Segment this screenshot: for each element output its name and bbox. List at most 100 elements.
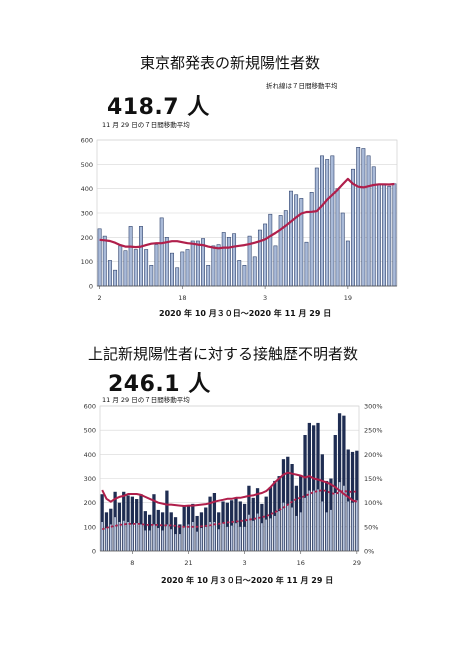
chart2-y2-tick-label: 200% (364, 451, 383, 459)
chart2-total-bar (273, 480, 277, 551)
chart2-unknown-bar (295, 515, 298, 551)
chart2-unknown-bar (347, 501, 350, 551)
chart2-y2-tick-label: 100% (364, 499, 383, 507)
chart2-unknown-bar (196, 531, 198, 551)
chart1-bar (164, 237, 169, 287)
chart2-unknown-bar (153, 524, 155, 551)
chart1-bar (232, 233, 237, 287)
chart2-unknown-bar (351, 502, 354, 551)
chart1-y-tick-label: 500 (81, 161, 93, 169)
chart2-x-tick-label: 3 (243, 559, 247, 567)
chart2-unknown-bar (252, 520, 255, 551)
chart2-unknown-bar (334, 493, 337, 551)
chart2-unknown-bar (243, 526, 246, 551)
chart2-total-bar (316, 422, 320, 551)
chart2-unknown-bar (338, 482, 341, 551)
chart2-y-tick-label: 600 (84, 403, 96, 411)
chart2-unknown-bar (105, 528, 108, 551)
chart1-bar (283, 210, 288, 287)
chart1-bar (294, 194, 299, 287)
chart1-bar (113, 269, 118, 287)
chart2-unknown-bar (213, 522, 216, 551)
chart2-unknown-bar (273, 515, 276, 551)
chart2-total-bar (307, 422, 311, 551)
chart1-bar (340, 212, 345, 287)
chart1-bar (221, 232, 226, 287)
chart1-title: 東京都発表の新規陽性者数 (140, 54, 321, 72)
chart1-bar (170, 252, 174, 287)
chart1-x-tick-label: 3 (263, 294, 267, 302)
chart1-headline-caption: 11 月 29 日の７日間移動平均 (102, 121, 190, 129)
chart2-unknown-bar (144, 530, 147, 551)
chart1-bar (273, 245, 278, 287)
chart1-bar (195, 240, 200, 287)
chart1-bar (257, 229, 262, 287)
chart1-bar (345, 240, 350, 287)
chart2-y-tick-label: 500 (84, 427, 96, 435)
chart1-bar (366, 155, 371, 287)
chart1-headline-value: 418.7 人 (107, 95, 210, 120)
chart1-bar (242, 265, 247, 287)
chart1-y-tick-label: 100 (81, 258, 93, 266)
chart2-y-tick-label: 100 (84, 523, 96, 531)
chart2-unknown-bar (135, 523, 138, 551)
chart1-bar (387, 185, 392, 287)
chart2-total-bar (350, 451, 355, 551)
chart2-unknown-bar (140, 524, 142, 551)
chart2-total-bar (312, 425, 316, 551)
chart2-total-bar (152, 494, 156, 551)
chart1-plot: 0 100 200 300 400 500 600 2 18 3 19 (81, 137, 398, 302)
chart2-total-bar (139, 494, 143, 551)
chart2-unknown-bar (304, 497, 306, 551)
chart1-bar (351, 168, 355, 287)
chart2-total-bar (238, 501, 242, 551)
chart1-y-tick-label: 200 (81, 234, 93, 242)
chart2-unknown-bar (114, 517, 116, 551)
chart2-unknown-bar (308, 490, 311, 551)
chart1-bar (159, 217, 164, 287)
chart2-y2-tick-label: 300% (364, 403, 383, 411)
chart1-x-tick-label: 18 (178, 294, 186, 302)
chart2-x-tick-label: 21 (184, 559, 192, 567)
chart2-unknown-bar (226, 526, 229, 551)
chart2-unknown-bar (317, 489, 319, 551)
chart1-y-tick-label: 0 (89, 283, 93, 291)
chart1-bar (144, 249, 149, 287)
chart1-bar (133, 249, 138, 287)
chart2-unknown-bar (269, 518, 272, 551)
chart2-unknown-bar (166, 524, 168, 551)
chart1-note: 折れ線は７日間移動平均 (266, 82, 338, 90)
chart2-total-bar (130, 496, 135, 551)
chart1-x-tick-label: 2 (98, 294, 102, 302)
chart2-unknown-bar (118, 522, 121, 551)
chart1-bar (102, 235, 107, 287)
chart2-plot: 0 100 200 300 400 500 600 0% 50% 100% 150% 200% 250%… (84, 403, 383, 568)
chart1-bar (97, 228, 102, 287)
chart2-unknown-bar (291, 507, 293, 551)
chart1-bar (309, 192, 314, 287)
chart1-bar (356, 146, 361, 287)
chart2-unknown-bar (261, 523, 263, 551)
chart2-y-tick-label: 400 (84, 451, 96, 459)
chart1-bar (278, 215, 283, 287)
chart1-bar (289, 190, 293, 287)
chart2-unknown-bar (191, 522, 194, 551)
chart2-total-bar (225, 502, 229, 551)
chart2-total-bar (342, 415, 346, 551)
chart1-bar (123, 250, 128, 287)
chart1-bar (175, 267, 180, 287)
chart1-y-tick-label: 300 (81, 210, 93, 218)
chart2-total-bar (346, 449, 350, 551)
chart2-unknown-bar (265, 519, 268, 551)
chart1-bar (206, 265, 211, 287)
chart1-bar (268, 213, 273, 287)
chart2-y-tick-label: 0 (92, 548, 96, 556)
chart2-unknown-bar (174, 534, 177, 551)
chart2-unknown-bar (222, 523, 224, 551)
chart2-y-tick-label: 200 (84, 499, 96, 507)
chart2-unknown-bar (278, 511, 281, 551)
chart1-bar (128, 226, 133, 287)
chart1-bar (335, 188, 340, 287)
chart2-y2-tick-label: 150% (364, 475, 383, 483)
chart1-bar (320, 155, 324, 287)
